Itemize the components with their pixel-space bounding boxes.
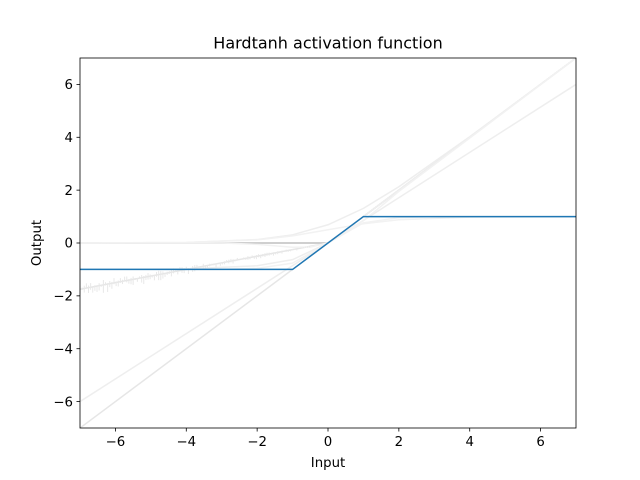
y-axis-ticks: −6 −4 −2 0 2 4 6: [53, 78, 80, 410]
y-tick-label: −4: [53, 342, 73, 357]
y-tick-label: 4: [65, 131, 73, 146]
y-axis-label: Output: [30, 220, 45, 266]
y-tick-label: −6: [53, 395, 73, 410]
x-tick-label: 2: [395, 435, 403, 450]
x-tick-label: 6: [536, 435, 544, 450]
x-tick-label: −4: [176, 435, 196, 450]
y-tick-label: 6: [65, 78, 73, 93]
x-axis-ticks: −6 −4 −2 0 2 4 6: [106, 428, 545, 450]
x-tick-label: 0: [324, 435, 332, 450]
background-line-sigmoid: [80, 215, 576, 244]
x-tick-label: −6: [106, 435, 126, 450]
background-line-gelu: [80, 58, 576, 248]
y-tick-label: −2: [53, 290, 73, 305]
x-tick-label: 4: [465, 435, 473, 450]
y-tick-label: 0: [65, 237, 73, 252]
main-line-hardtanh: [80, 215, 576, 271]
chart-title: Hardtanh activation function: [213, 34, 442, 53]
main-series-group: [80, 215, 576, 271]
y-tick-label: 2: [65, 184, 73, 199]
x-tick-label: −2: [247, 435, 267, 450]
noise-band: [80, 246, 311, 294]
x-axis-label: Input: [311, 456, 345, 471]
